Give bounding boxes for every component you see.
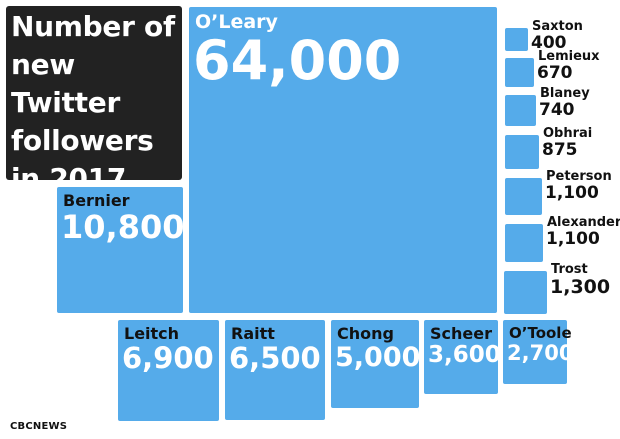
square-peterson [505,178,542,215]
square-raitt [225,320,325,420]
name-label-chong: Chong [337,324,394,343]
name-label-bernier: Bernier [63,191,130,210]
value-label-alexander: 1,100 [546,229,600,249]
value-label-blaney: 740 [539,100,575,120]
square-chong [331,320,419,408]
square-leitch [118,320,219,421]
title-box: Number of new Twitter followers in 2017 [6,6,182,195]
name-label-obhrai: Obhrai [543,126,593,141]
name-label-lemieux: Lemieux [538,49,600,64]
value-label-chong: 5,000 [335,342,421,373]
square-o-toole [503,320,567,384]
chart-title: Number of new Twitter followers in 2017 [11,10,175,195]
value-label-scheer: 3,600 [428,342,501,368]
square-obhrai [505,135,539,169]
value-label-bernier: 10,800 [61,208,185,246]
name-label-o-toole: O’Toole [509,324,572,342]
square-blaney [505,95,536,126]
name-label-o-leary: O’Leary [195,11,278,33]
value-label-leitch: 6,900 [122,341,214,375]
square-saxton [505,28,528,51]
name-label-saxton: Saxton [532,19,583,34]
value-label-raitt: 6,500 [229,341,321,375]
value-label-peterson: 1,100 [545,183,599,203]
square-trost [504,271,547,314]
name-label-leitch: Leitch [124,324,180,343]
value-label-lemieux: 670 [537,63,573,83]
square-lemieux [505,58,534,87]
square-o-leary [189,7,497,313]
square-bernier [57,187,183,313]
value-label-o-leary: 64,000 [193,29,402,92]
value-label-trost: 1,300 [550,276,611,298]
square-alexander [505,224,543,262]
name-label-peterson: Peterson [546,169,612,184]
name-label-scheer: Scheer [430,324,492,343]
value-label-o-toole: 2,700 [507,341,574,365]
name-label-trost: Trost [551,262,588,277]
name-label-blaney: Blaney [540,86,590,101]
name-label-alexander: Alexander [547,215,620,230]
source-credit: CBCNEWS [10,421,68,432]
value-label-obhrai: 875 [542,140,578,160]
value-label-saxton: 400 [531,33,567,53]
square-scheer [424,320,498,394]
name-label-raitt: Raitt [231,324,275,343]
